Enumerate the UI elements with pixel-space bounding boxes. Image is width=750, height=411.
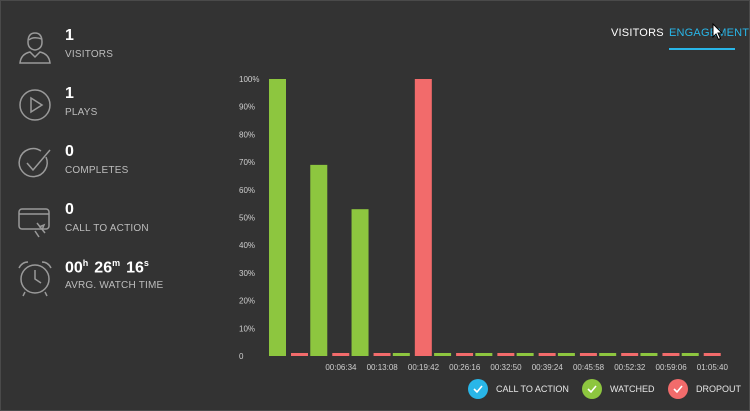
bar-dropout [291,353,308,356]
mouse-cursor-icon [712,22,724,46]
y-tick-label: 50% [239,214,255,223]
y-tick-label: 80% [239,130,255,139]
y-tick-label: 10% [239,324,255,333]
x-tick-label: 00:45:58 [573,363,605,372]
legend-check-icon [668,379,688,399]
bar-dropout [332,353,350,356]
tab-visitors[interactable]: VISITORS [611,27,664,39]
bar-watched [475,353,493,356]
y-tick-label: 0 [239,352,244,361]
engagement-bar-chart: 0 10% 20% 30% 40% 50% 60% 70% 80% 90% 100% 00:06:34… [239,75,729,372]
bar-dropout [497,353,515,356]
y-tick-label: 60% [239,186,255,195]
plays-label: PLAYS [65,107,98,118]
x-tick-label: 00:06:34 [325,363,357,372]
plays-count: 1 [65,85,74,102]
y-tick-label: 30% [239,269,255,278]
cta-label: CALL TO ACTION [65,223,149,234]
y-tick-label: 90% [239,103,255,112]
checkmark-icon [15,143,55,183]
legend-label: CALL TO ACTION [496,384,569,394]
tab-engagement[interactable]: ENGAGEMENT [669,27,750,39]
x-tick-label: 00:19:42 [408,363,440,372]
play-icon [15,85,55,125]
bar-dropout [621,353,639,356]
bar-dropout [373,353,391,356]
cta-count: 0 [65,201,74,218]
avg-watch-time-value: 00h 26m 16s [65,258,155,277]
visitors-label: VISITORS [65,49,114,60]
legend-check-icon [468,379,488,399]
legend-label: WATCHED [610,384,655,394]
bar-watched [516,353,534,356]
bar-dropout [456,353,474,356]
x-tick-label: 01:05:40 [697,363,729,372]
bar-watched [351,209,369,356]
legend-label: DROPOUT [696,384,741,394]
bar-watched [310,164,328,356]
bar-dropout [662,353,680,356]
active-tab-indicator [669,48,735,50]
bar-watched [681,353,699,356]
x-tick-label: 00:26:16 [449,363,481,372]
bar-dropout [579,353,597,356]
cta-click-icon [15,201,55,241]
alarm-clock-icon [15,258,55,298]
legend-check-icon [582,379,602,399]
bar-watched [392,353,410,356]
y-tick-label: 100% [239,75,259,84]
bar-watched [269,79,286,356]
bar-watched [557,353,575,356]
bar-dropout [703,353,721,356]
x-tick-label: 00:59:06 [656,363,688,372]
watch-minutes-unit: m [112,258,121,268]
completes-count: 0 [65,143,74,160]
watch-seconds-unit: s [143,258,149,268]
bar-watched [434,353,452,356]
y-tick-label: 70% [239,158,255,167]
bar-watched [640,353,658,356]
watch-seconds: 16 [126,259,144,277]
bar-dropout [538,353,556,356]
x-tick-label: 00:13:08 [367,363,399,372]
bar-watched [599,353,617,356]
watch-minutes: 26 [94,259,113,277]
bar-dropout [414,79,432,356]
x-tick-label: 00:39:24 [532,363,564,372]
y-tick-label: 40% [239,241,255,250]
completes-label: COMPLETES [65,165,129,176]
x-tick-label: 00:32:50 [490,363,522,372]
avg-watch-time-label: AVRG. WATCH TIME [65,280,164,291]
x-tick-label: 00:52:32 [614,363,646,372]
y-tick-label: 20% [239,297,255,306]
user-icon [15,27,55,67]
visitors-count: 1 [65,27,74,44]
watch-hours-unit: h [82,258,89,268]
watch-hours: 00 [65,259,83,277]
